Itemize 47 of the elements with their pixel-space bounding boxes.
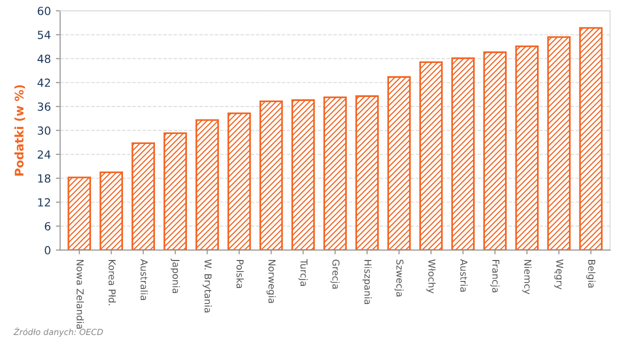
bar <box>547 36 571 250</box>
y-tick-label: 0 <box>44 246 50 254</box>
x-tick-label: Belgia <box>586 260 596 288</box>
bar <box>483 51 507 250</box>
y-tick-label: 60 <box>38 6 50 16</box>
bar <box>164 132 187 250</box>
y-axis-title: Podatki (w %) <box>14 85 25 176</box>
y-tick-label: 24 <box>38 150 50 159</box>
y-tick-label: 42 <box>38 78 50 87</box>
bar <box>515 45 539 250</box>
bar <box>579 27 603 250</box>
y-tick-label: 36 <box>38 102 50 111</box>
x-tick-label: Japonia <box>170 258 180 293</box>
bar <box>68 176 92 250</box>
y-tick-label: 30 <box>38 126 50 135</box>
bar <box>419 61 443 250</box>
x-tick-label: Węgry <box>554 259 564 290</box>
y-tick-label: 18 <box>38 174 50 183</box>
bar <box>323 96 347 250</box>
bar <box>100 171 124 250</box>
bar <box>227 112 251 250</box>
y-tick-label: 6 <box>44 222 50 231</box>
x-tick-label: Włochy <box>426 259 436 294</box>
bar <box>291 99 315 250</box>
x-tick-label: Norwegia <box>266 260 276 303</box>
bar <box>259 100 283 250</box>
x-tick-label: W. Brytania <box>202 259 212 312</box>
x-tick-label: Grecja <box>330 260 340 289</box>
x-tick-label: Nowa Zelandia <box>76 260 84 329</box>
y-tick-label: 12 <box>38 198 50 206</box>
bar <box>387 76 411 250</box>
x-tick-label: Niemcy <box>522 260 532 294</box>
x-tick-label: Hiszpania <box>362 260 372 304</box>
x-tick-label: Austria <box>460 259 468 292</box>
bar <box>132 142 155 250</box>
y-tick-label: 54 <box>38 30 50 40</box>
bar <box>355 95 379 250</box>
x-tick-label: Polska <box>236 260 244 288</box>
bar <box>451 57 475 250</box>
bar <box>196 119 219 250</box>
x-tick-label: Szwecja <box>394 260 404 296</box>
x-tick-label: Australia <box>140 259 148 300</box>
x-tick-label: Francja <box>490 260 500 292</box>
x-tick-label: Turcja <box>298 259 308 286</box>
y-tick-label: 48 <box>38 54 50 64</box>
x-tick-label: Korea Płd. <box>108 260 116 306</box>
text: Źródło danych: OECD <box>13 327 103 337</box>
